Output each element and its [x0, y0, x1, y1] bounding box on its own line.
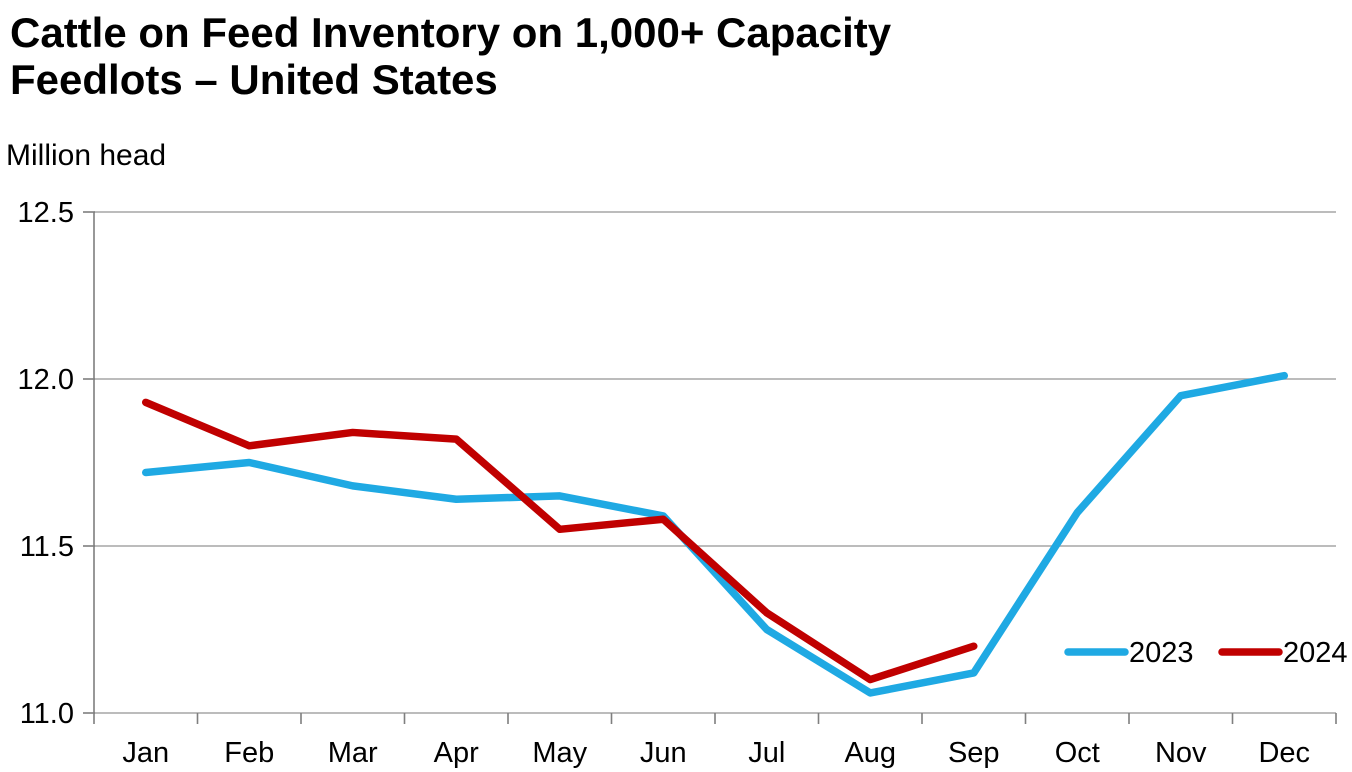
x-tick-label-aug: Aug	[844, 737, 896, 769]
y-tick-label: 11.0	[20, 698, 74, 730]
legend: 2023 2024	[1064, 637, 1348, 669]
x-tick-label-oct: Oct	[1055, 737, 1100, 769]
x-tick-label-jul: Jul	[748, 737, 785, 769]
x-tick-label-jan: Jan	[122, 737, 169, 769]
page-title: Cattle on Feed Inventory on 1,000+ Capac…	[10, 9, 891, 103]
legend-label-2023: 2023	[1129, 637, 1194, 669]
x-tick-label-apr: Apr	[434, 737, 479, 769]
x-tick-label-jun: Jun	[640, 737, 687, 769]
y-tick-label: 12.0	[18, 364, 74, 396]
y-tick-label: 12.5	[18, 197, 74, 229]
page-title-line1: Cattle on Feed Inventory on 1,000+ Capac…	[10, 9, 892, 56]
x-tick-label-mar: Mar	[328, 737, 378, 769]
page-title-line2: Feedlots – United States	[10, 56, 498, 103]
y-tick-label: 11.5	[20, 531, 74, 563]
x-tick-label-feb: Feb	[224, 737, 274, 769]
series-line-2023	[142, 371, 1288, 697]
y-axis-unit-label: Million head	[6, 139, 167, 172]
x-tick-label-nov: Nov	[1155, 737, 1207, 769]
legend-label-2024: 2024	[1283, 637, 1348, 669]
series-line-2024	[142, 398, 978, 684]
x-tick-label-sep: Sep	[948, 737, 1000, 769]
x-tick-label-dec: Dec	[1258, 737, 1310, 769]
x-tick-label-may: May	[532, 737, 587, 769]
